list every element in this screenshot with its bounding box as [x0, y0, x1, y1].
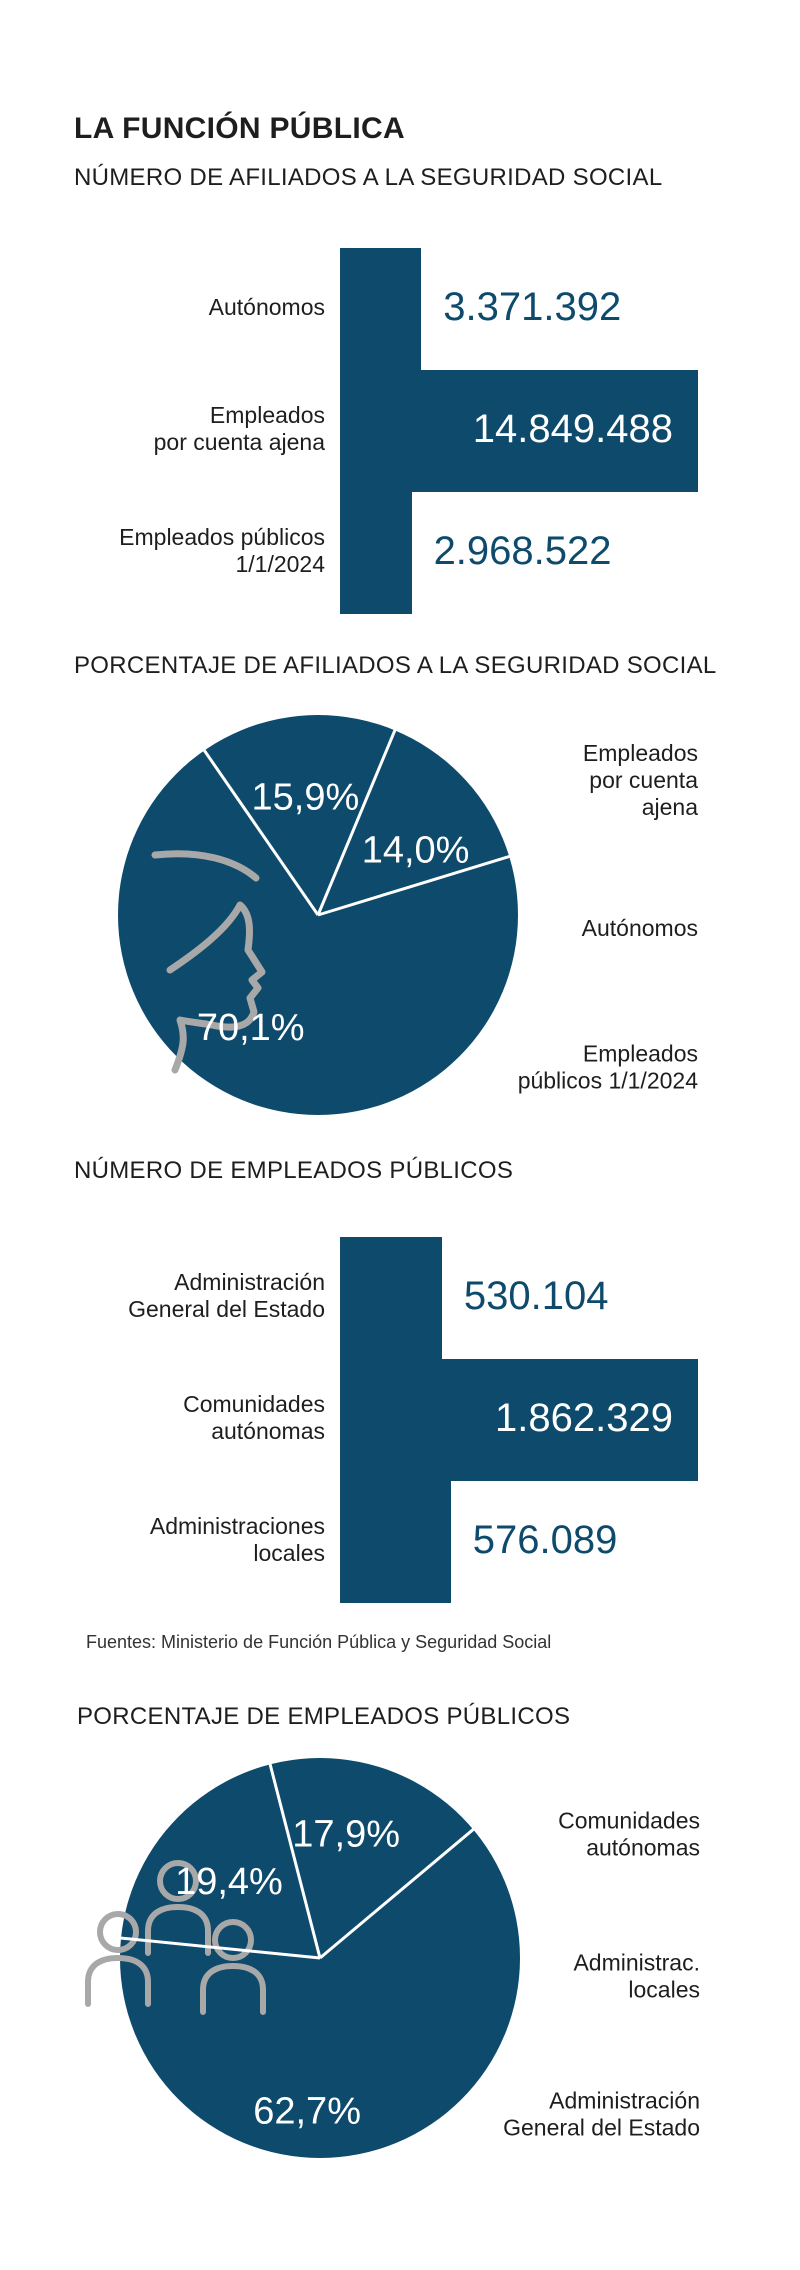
bar-value-label: 576.089 [472, 1518, 618, 1562]
page-title: LA FUNCIÓN PÚBLICA [74, 112, 405, 145]
pie-separator [319, 1827, 475, 1960]
bar-category-label: Administración General del Estado [128, 1269, 325, 1322]
bar-category-label: Comunidades autónomas [183, 1391, 325, 1444]
bar-value-label: 3.371.392 [443, 285, 622, 329]
chart-title-afiliados-percent: PORCENTAJE DE AFILIADOS A LA SEGURIDAD S… [74, 652, 717, 679]
pie-category-label: Empleados por cuenta ajena [583, 740, 698, 820]
source-note: Fuentes: Ministerio de Función Pública y… [86, 1632, 552, 1652]
bar-2 [340, 1359, 698, 1481]
bar-category-label: Empleados públicos 1/1/2024 [119, 524, 325, 577]
pie-value-label: 19,4% [175, 1861, 283, 1903]
bar-value-label: 14.849.488 [472, 407, 673, 451]
pie-value-label: 62,7% [253, 2090, 361, 2132]
pie-chart-afiliados: 70,1% Empleados por cuenta ajena 15,9% Autóno… [118, 715, 699, 1115]
bar-1 [340, 248, 422, 370]
bar-3 [340, 1481, 451, 1603]
chart-title-afiliados-number: NÚMERO DE AFILIADOS A LA SEGURIDAD SOCIA… [74, 164, 663, 191]
person-profile-icon [151, 850, 266, 1074]
chart-title-empleados-number: NÚMERO DE EMPLEADOS PÚBLICOS [74, 1157, 514, 1184]
pie-category-label: Administración General del Estado [503, 2088, 700, 2141]
bar-category-label: Autónomos [208, 293, 325, 320]
pie-value-label: 14,0% [362, 830, 470, 872]
bar-value-label: 2.968.522 [433, 529, 612, 573]
pie-separator [316, 728, 397, 916]
pie-category-label: Autónomos [582, 915, 698, 941]
bar-value-label: 1.862.329 [495, 1396, 673, 1440]
bar-category-label: Administraciones locales [149, 1513, 325, 1566]
pie-category-label: Comunidades autónomas [558, 1808, 700, 1861]
pie-separator [317, 854, 511, 917]
bar-value-label: 530.104 [463, 1274, 609, 1318]
pie-separator [268, 1762, 322, 1959]
chart-title-empleados-percent: PORCENTAJE DE EMPLEADOS PÚBLICOS [77, 1703, 571, 1730]
bar-1 [340, 1237, 442, 1359]
bar-2 [340, 370, 698, 492]
bar-3 [340, 492, 412, 614]
pie-category-label: Administrac. locales [573, 1950, 700, 2003]
pie-separator [202, 748, 320, 916]
pie-separator [119, 1936, 321, 1960]
bar-category-label: Empleados por cuenta ajena [153, 402, 325, 455]
pie-chart-empleados: 62,7% Comunidades autónomas 19,4% Administra… [85, 1758, 700, 2158]
pie-value-label: 17,9% [292, 1814, 400, 1856]
pie-value-label: 15,9% [252, 777, 360, 819]
pie-category-label: Empleados públicos 1/1/2024 [518, 1041, 699, 1094]
people-group-icon [85, 1860, 266, 2015]
pie-value-label: 70,1% [197, 1007, 305, 1049]
